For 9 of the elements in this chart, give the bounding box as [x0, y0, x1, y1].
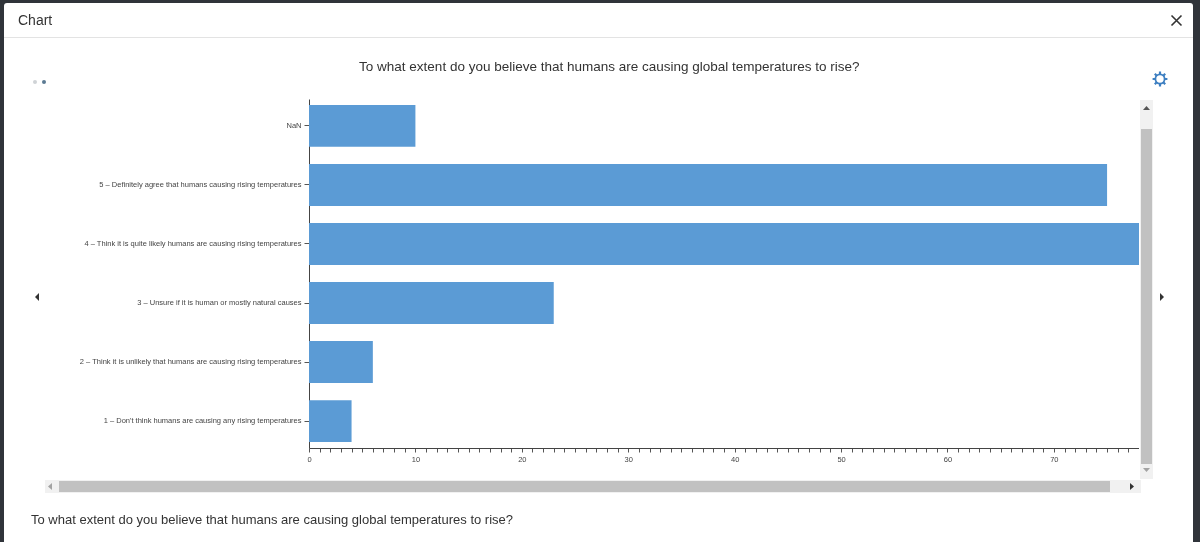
chart-title: To what extent do you believe that humans are causing global temperatures to rise? — [359, 58, 860, 74]
bar — [309, 104, 416, 147]
text: Chart — [18, 12, 53, 28]
bar — [309, 341, 373, 384]
bar — [309, 400, 352, 443]
text: To what extent do you believe that humans are causing global temperatures to rise? — [31, 512, 514, 527]
bar — [309, 282, 554, 324]
bar — [309, 163, 1108, 206]
bar — [309, 223, 1139, 265]
